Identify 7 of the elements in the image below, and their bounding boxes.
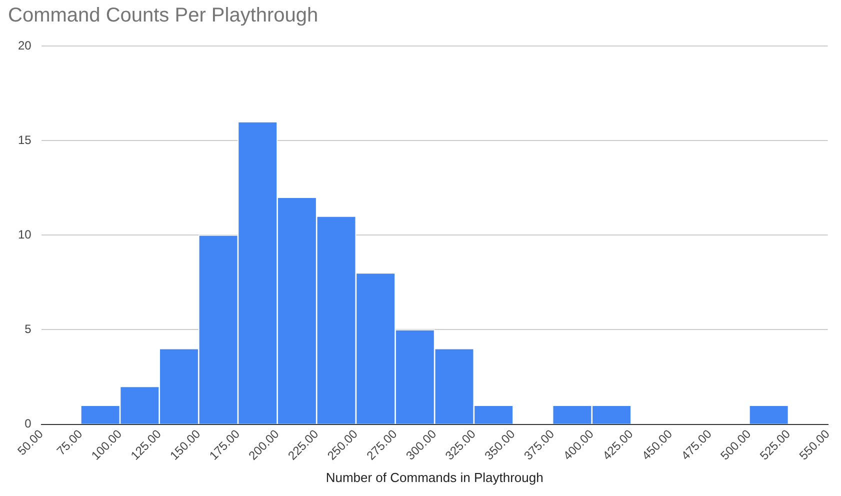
y-tick-label: 5 bbox=[24, 322, 32, 336]
y-tick-label: 0 bbox=[24, 416, 32, 431]
y-tick-label: 15 bbox=[18, 132, 32, 147]
x-axis-title: Number of Commands in Playthrough bbox=[326, 470, 544, 485]
y-tick-label: 10 bbox=[18, 227, 32, 242]
y-tick-label: 20 bbox=[18, 38, 32, 52]
chart-title: Command Counts Per Playthrough bbox=[8, 4, 318, 27]
